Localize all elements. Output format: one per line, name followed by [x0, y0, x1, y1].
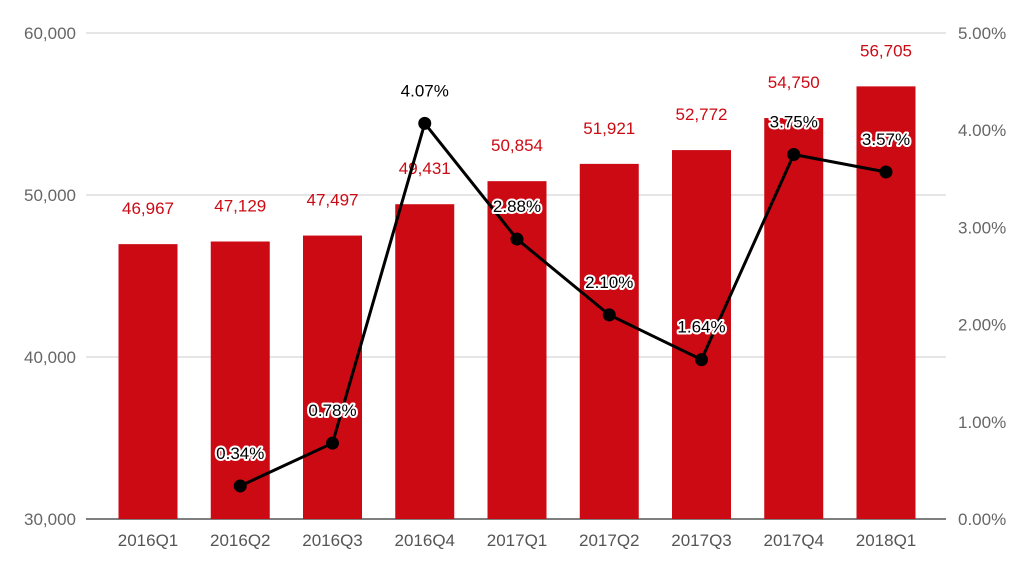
growth-value-label: 1.64%	[677, 318, 725, 337]
x-axis-ticks: 2016Q1 2016Q2 2016Q3 2016Q4 2017Q1 2017Q2 2017…	[118, 531, 917, 550]
bar	[395, 204, 455, 519]
bar-value-label: 51,921	[583, 119, 635, 138]
bar	[303, 235, 362, 520]
left-tick-label: 40,000	[24, 348, 76, 367]
x-tick-label: 2017Q1	[487, 531, 548, 550]
growth-value-label: 0.78%	[308, 401, 356, 420]
growth-point	[602, 308, 616, 322]
left-axis-ticks: 30,000 40,000 50,000 60,000	[24, 24, 76, 529]
growth-value-label: 0.34%	[216, 444, 264, 463]
bar-value-label: 50,854	[491, 136, 543, 155]
right-tick-label: 4.00%	[958, 121, 1006, 140]
x-tick-label: 2016Q2	[210, 531, 271, 550]
growth-value-label: 3.75%	[770, 113, 818, 132]
growth-point	[510, 232, 524, 246]
bar	[579, 163, 639, 519]
growth-point	[326, 436, 339, 450]
growth-line	[239, 121, 887, 488]
growth-points	[233, 116, 893, 493]
right-tick-label: 5.00%	[958, 24, 1006, 43]
growth-point	[418, 116, 432, 130]
x-tick-label: 2017Q2	[579, 531, 640, 550]
growth-value-label: 3.57%	[862, 130, 910, 149]
bar	[764, 118, 824, 520]
bar	[856, 86, 916, 519]
bar-value-label: 49,431	[399, 159, 451, 178]
right-tick-label: 0.00%	[958, 510, 1006, 529]
bar	[672, 150, 731, 519]
x-tick-label: 2017Q4	[764, 531, 825, 550]
bar-value-label: 47,497	[307, 191, 359, 210]
bar-value-label: 46,967	[122, 199, 174, 218]
bar-value-label: 52,772	[676, 105, 728, 124]
growth-point	[233, 479, 247, 493]
x-tick-label: 2018Q1	[856, 531, 917, 550]
bar-value-label: 56,705	[860, 41, 912, 60]
x-tick-label: 2017Q3	[671, 531, 732, 550]
left-tick-label: 30,000	[24, 510, 76, 529]
bar-value-label: 54,750	[768, 73, 820, 92]
right-tick-label: 1.00%	[958, 413, 1006, 432]
left-tick-label: 60,000	[24, 24, 76, 43]
right-tick-label: 3.00%	[958, 218, 1006, 237]
growth-point	[879, 165, 893, 179]
growth-point	[695, 353, 708, 367]
x-tick-label: 2016Q3	[302, 531, 363, 550]
growth-series-line	[239, 121, 887, 488]
growth-value-label: 2.88%	[493, 197, 541, 216]
growth-point	[787, 148, 801, 161]
bar	[118, 244, 178, 520]
bar-value-label: 47,129	[214, 197, 266, 216]
bar	[210, 241, 270, 519]
x-tick-label: 2016Q1	[118, 531, 179, 550]
growth-value-label: 2.10%	[585, 273, 633, 292]
x-tick-label: 2016Q4	[395, 531, 456, 550]
right-axis-ticks: 0.00% 1.00% 2.00% 3.00% 4.00% 5.00%	[958, 24, 1006, 529]
right-tick-label: 2.00%	[958, 316, 1006, 335]
left-tick-label: 50,000	[24, 186, 76, 205]
bar	[487, 181, 547, 519]
growth-labels: 0.34% 0.78% 4.07% 2.88% 2.10% 1.64% 3.75% 3.57%	[214, 79, 912, 465]
growth-value-label: 4.07%	[401, 81, 449, 100]
